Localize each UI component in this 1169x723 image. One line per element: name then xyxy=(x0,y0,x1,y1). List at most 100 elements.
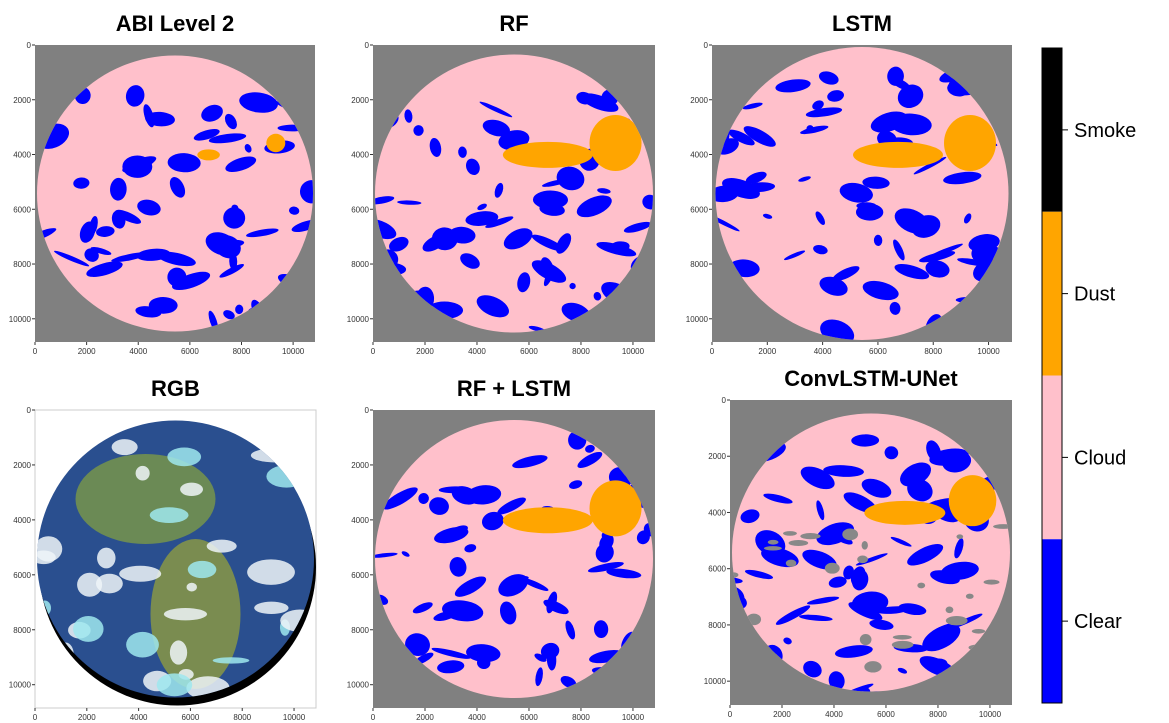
panel-title: ABI Level 2 xyxy=(116,11,235,36)
y-tick-label: 8000 xyxy=(351,260,369,269)
x-tick-label: 4000 xyxy=(468,713,486,722)
y-tick-label: 6000 xyxy=(13,205,31,214)
dust-patch xyxy=(864,501,945,525)
x-tick-label: 10000 xyxy=(977,347,1000,356)
gray-patch xyxy=(984,580,1000,585)
y-tick-label: 0 xyxy=(722,396,727,405)
x-tick-label: 8000 xyxy=(572,347,590,356)
gray-patch xyxy=(862,541,868,550)
cloud xyxy=(150,507,189,523)
panel-title: RGB xyxy=(151,376,200,401)
dust-patch xyxy=(590,115,642,171)
x-tick-label: 2000 xyxy=(78,347,96,356)
x-tick-label: 6000 xyxy=(181,347,199,356)
cloud xyxy=(213,657,250,663)
panel-title: ConvLSTM-UNet xyxy=(784,366,958,391)
cloud xyxy=(77,573,102,597)
y-tick-label: 2000 xyxy=(351,96,369,105)
x-tick-label: 6000 xyxy=(520,347,538,356)
gray-patch xyxy=(893,635,912,640)
x-tick-label: 0 xyxy=(33,347,38,356)
x-tick-label: 10000 xyxy=(283,713,306,722)
colorbar-segment xyxy=(1042,212,1062,376)
dust-patch xyxy=(944,115,996,171)
x-tick-label: 10000 xyxy=(282,347,305,356)
x-tick-label: 8000 xyxy=(929,710,947,719)
gray-patch xyxy=(956,534,963,539)
gray-patch xyxy=(864,661,881,672)
cloud xyxy=(73,616,103,642)
y-tick-label: 6000 xyxy=(351,205,369,214)
y-tick-label: 8000 xyxy=(13,626,31,635)
x-tick-label: 10000 xyxy=(979,710,1002,719)
dust-patch xyxy=(853,142,943,168)
x-tick-label: 4000 xyxy=(825,710,843,719)
gray-patch xyxy=(966,594,974,599)
gray-patch xyxy=(946,616,968,625)
panel-title: RF + LSTM xyxy=(457,376,571,401)
dust-patch xyxy=(949,475,997,526)
y-tick-label: 10000 xyxy=(704,677,727,686)
x-tick-label: 8000 xyxy=(233,713,251,722)
cloud xyxy=(254,602,288,614)
figure: ABI Level 2 0 2000 4000 6000 8000 10000 0 2000 40… xyxy=(0,0,1169,723)
cloud xyxy=(188,561,217,578)
y-tick-label: 8000 xyxy=(708,621,726,630)
gray-patch xyxy=(783,531,797,536)
colorbar-label: Dust xyxy=(1074,284,1116,306)
y-tick-label: 6000 xyxy=(13,571,31,580)
gray-patch xyxy=(972,629,985,634)
x-tick-label: 0 xyxy=(371,713,376,722)
gray-patch xyxy=(825,563,840,574)
y-tick-label: 8000 xyxy=(13,260,31,269)
cloud xyxy=(35,536,63,561)
cloud xyxy=(170,640,187,664)
cloud xyxy=(167,447,201,466)
y-tick-label: 8000 xyxy=(690,260,708,269)
cloud xyxy=(247,559,295,585)
cloud xyxy=(187,583,197,592)
y-tick-label: 2000 xyxy=(13,96,31,105)
x-tick-label: 8000 xyxy=(572,713,590,722)
y-tick-label: 0 xyxy=(704,41,709,50)
x-tick-label: 0 xyxy=(710,347,715,356)
gray-patch xyxy=(946,607,954,614)
x-tick-label: 10000 xyxy=(622,347,645,356)
colorbar-label: Smoke xyxy=(1074,120,1136,142)
y-tick-label: 0 xyxy=(365,41,370,50)
y-tick-label: 2000 xyxy=(690,96,708,105)
y-tick-label: 6000 xyxy=(708,565,726,574)
x-tick-label: 0 xyxy=(728,710,733,719)
x-tick-label: 2000 xyxy=(773,710,791,719)
x-tick-label: 2000 xyxy=(758,347,776,356)
gray-patch xyxy=(917,583,925,589)
y-tick-label: 4000 xyxy=(690,151,708,160)
colorbar-segment xyxy=(1042,48,1062,212)
x-tick-label: 6000 xyxy=(869,347,887,356)
y-tick-label: 0 xyxy=(365,406,370,415)
dust-patch xyxy=(590,480,642,536)
panel-title: LSTM xyxy=(832,11,892,36)
x-tick-label: 2000 xyxy=(78,713,96,722)
y-tick-label: 10000 xyxy=(9,315,32,324)
gray-patch xyxy=(842,529,858,541)
x-tick-label: 4000 xyxy=(130,713,148,722)
cloud xyxy=(119,566,161,582)
y-tick-label: 2000 xyxy=(13,461,31,470)
panel-title: RF xyxy=(499,11,528,36)
x-tick-label: 4000 xyxy=(468,347,486,356)
x-tick-label: 6000 xyxy=(182,713,200,722)
x-tick-label: 8000 xyxy=(924,347,942,356)
x-tick-label: 8000 xyxy=(233,347,251,356)
gray-patch xyxy=(768,540,779,545)
x-tick-label: 2000 xyxy=(416,713,434,722)
y-tick-label: 8000 xyxy=(351,626,369,635)
clear-patch xyxy=(856,204,883,221)
y-tick-label: 10000 xyxy=(347,681,370,690)
colorbar-label: Cloud xyxy=(1074,447,1126,469)
y-tick-label: 2000 xyxy=(708,452,726,461)
cloud xyxy=(112,439,138,455)
y-tick-label: 4000 xyxy=(13,516,31,525)
gray-patch xyxy=(786,560,797,567)
dust-patch xyxy=(503,142,593,168)
